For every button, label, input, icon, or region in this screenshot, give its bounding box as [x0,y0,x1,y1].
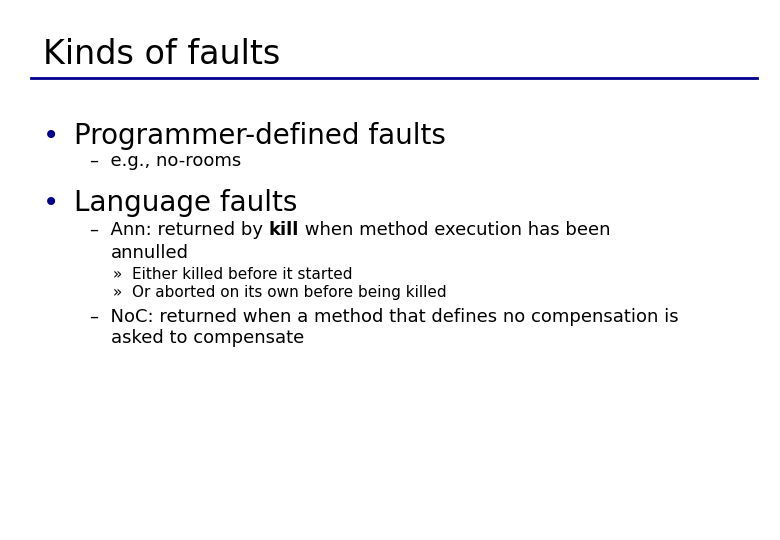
Text: asked to compensate: asked to compensate [111,329,304,347]
Text: »  Either killed before it started: » Either killed before it started [113,267,353,282]
Text: –  NoC: returned when a method that defines no compensation is: – NoC: returned when a method that defin… [90,308,679,326]
Text: »  Or aborted on its own before being killed: » Or aborted on its own before being kil… [113,285,447,300]
Text: Programmer-defined faults: Programmer-defined faults [74,122,446,150]
Text: Kinds of faults: Kinds of faults [43,38,280,71]
Text: Language faults: Language faults [74,189,297,217]
Text: •: • [43,122,59,150]
Text: kill: kill [268,221,299,239]
Text: when method execution has been: when method execution has been [299,221,610,239]
Text: •: • [43,189,59,217]
Text: –  e.g., no-rooms: – e.g., no-rooms [90,152,241,170]
Text: annulled: annulled [111,244,189,262]
Text: –  Ann: returned by: – Ann: returned by [90,221,268,239]
